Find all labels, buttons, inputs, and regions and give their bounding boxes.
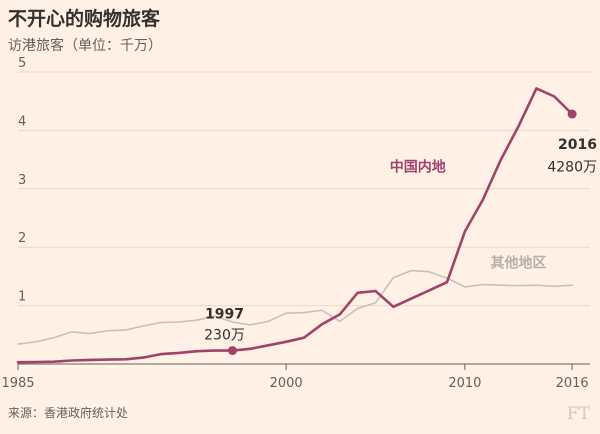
y-tick-label-5: 5	[18, 56, 26, 71]
annotation-value-2016: 4280万	[547, 159, 597, 175]
x-tick-label-2010: 2010	[448, 376, 481, 391]
chart-title: 不开心的购物旅客	[8, 8, 161, 30]
annotation-marker-1997	[228, 346, 237, 356]
x-tick-label-1985: 1985	[1, 376, 34, 391]
x-tick-label-2000: 2000	[270, 376, 303, 391]
y-tick-label-1: 1	[18, 290, 26, 305]
ft-logo: FT	[566, 404, 590, 424]
chart-subtitle: 访港旅客（单位：千万）	[8, 38, 162, 54]
series-line-mainland	[16, 87, 574, 364]
y-tick-label-3: 3	[18, 173, 26, 188]
annotation-value-1997: 230万	[204, 327, 245, 343]
series-line-other	[17, 269, 573, 345]
annotation-year-2016: 2016	[558, 137, 597, 153]
x-tick-label-2016: 2016	[556, 376, 589, 391]
source-note: 来源：香港政府统计处	[8, 406, 129, 420]
series-label-other: 其他地区	[491, 255, 547, 272]
y-tick-label-4: 4	[18, 114, 26, 129]
annotation-marker-2016	[567, 109, 577, 119]
annotation-year-1997: 1997	[205, 306, 244, 322]
series-label-mainland: 中国内地	[390, 158, 446, 175]
y-tick-label-2: 2	[18, 231, 26, 246]
